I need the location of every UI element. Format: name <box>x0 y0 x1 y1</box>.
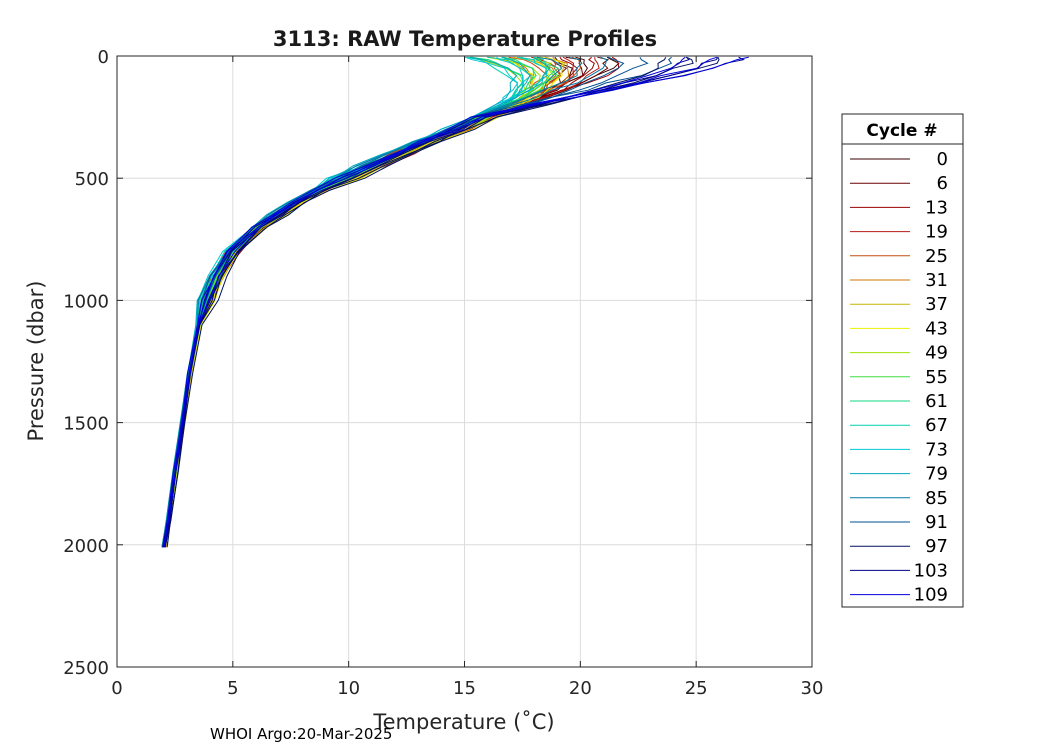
profile-line-cycle-109 <box>163 56 686 548</box>
x-tick-label: 5 <box>227 678 238 699</box>
legend-label-cycle-31: 31 <box>925 270 948 291</box>
legend-title: Cycle # <box>866 121 937 141</box>
y-tick-label: 1000 <box>63 291 109 312</box>
x-tick-label: 10 <box>337 678 360 699</box>
legend-label-cycle-0: 0 <box>937 149 948 170</box>
legend-label-cycle-13: 13 <box>925 197 948 218</box>
legend-label-cycle-49: 49 <box>925 343 948 364</box>
legend-label-cycle-97: 97 <box>925 536 948 557</box>
y-tick-label: 2500 <box>63 658 109 679</box>
x-tick-label: 20 <box>569 678 592 699</box>
profile-line-cycle-109 <box>162 56 749 548</box>
x-tick-label: 0 <box>111 678 122 699</box>
x-tick-label: 25 <box>685 678 708 699</box>
profile-lines <box>161 56 749 548</box>
profile-line-cycle-43 <box>165 56 537 548</box>
legend-label-cycle-67: 67 <box>925 415 948 436</box>
legend-label-cycle-85: 85 <box>925 488 948 509</box>
legend-label-cycle-109: 109 <box>914 585 948 606</box>
y-tick-label: 500 <box>75 169 109 190</box>
legend-entries: 0 6 13 19 25 31 37 43 49 55 61 67 73 79 85 91 97 103 109 <box>850 149 948 606</box>
legend-label-cycle-55: 55 <box>925 367 948 388</box>
x-tick-label: 30 <box>801 678 824 699</box>
axis-ticks: 0 5 10 15 20 25 30 0 500 1000 1500 2000 2500 <box>63 47 823 699</box>
legend-label-cycle-91: 91 <box>925 512 948 533</box>
y-tick-label: 2000 <box>63 536 109 557</box>
y-tick-label: 0 <box>98 47 109 68</box>
legend-label-cycle-37: 37 <box>925 294 948 315</box>
x-axis-label: Temperature (˚C) <box>372 710 554 734</box>
legend-label-cycle-43: 43 <box>925 318 948 339</box>
x-tick-label: 15 <box>453 678 476 699</box>
legend-label-cycle-61: 61 <box>925 391 948 412</box>
legend-label-cycle-73: 73 <box>925 439 948 460</box>
legend-label-cycle-25: 25 <box>925 246 948 267</box>
y-axis-label: Pressure (dbar) <box>24 281 48 442</box>
y-tick-label: 1500 <box>63 414 109 435</box>
legend-box <box>841 113 964 608</box>
legend: Cycle # 0 6 13 19 25 31 37 43 49 55 61 67 73 79 85 91 97… <box>841 113 964 608</box>
legend-label-cycle-79: 79 <box>925 464 948 485</box>
grid-lines <box>117 56 812 667</box>
legend-label-cycle-19: 19 <box>925 222 948 243</box>
footer-note: WHOI Argo:20-Mar-2025 <box>210 725 393 743</box>
chart-title: 3113: RAW Temperature Profiles <box>273 27 657 51</box>
profile-line-cycle-103 <box>164 56 690 548</box>
legend-label-cycle-6: 6 <box>937 173 948 194</box>
profile-line-cycle-97 <box>166 56 667 548</box>
legend-label-cycle-103: 103 <box>914 560 948 581</box>
